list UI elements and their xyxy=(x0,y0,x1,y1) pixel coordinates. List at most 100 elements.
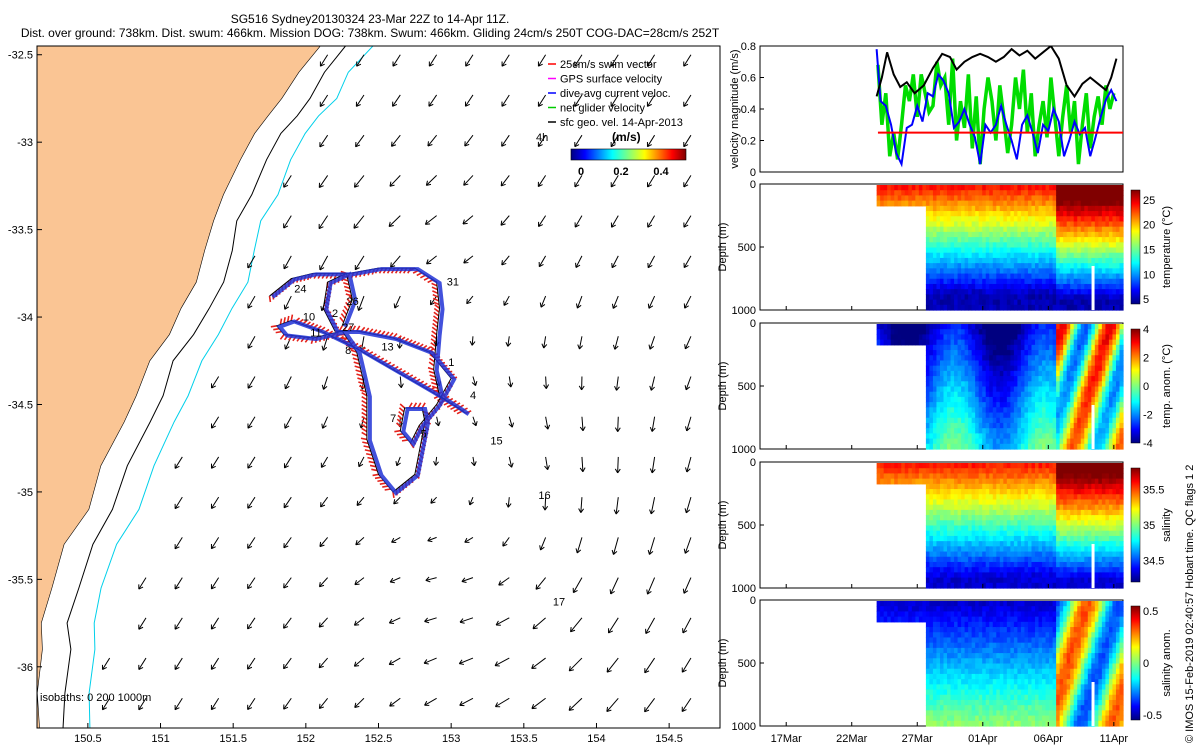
current-vector xyxy=(424,617,437,622)
section-cell xyxy=(1115,344,1121,351)
section-cell xyxy=(999,535,1004,542)
section-cell xyxy=(1094,278,1099,285)
map-ytick-label: -33 xyxy=(17,137,33,149)
section-cell xyxy=(904,478,909,485)
section-cell xyxy=(1010,473,1015,480)
section-cell xyxy=(936,263,941,269)
section-cell xyxy=(1063,190,1068,197)
section-cell xyxy=(1112,283,1117,290)
section-cell xyxy=(996,577,1001,584)
section-cell xyxy=(936,606,941,613)
section-cell xyxy=(1006,247,1011,254)
section-cell xyxy=(1003,365,1008,372)
section-cell xyxy=(1003,257,1008,264)
section-cell xyxy=(957,582,962,589)
section-cell xyxy=(901,473,906,480)
section-cell xyxy=(925,205,931,212)
section-cell xyxy=(1070,504,1075,511)
current-vector-head xyxy=(357,305,363,311)
current-vector xyxy=(389,577,401,583)
section-cell xyxy=(992,572,997,579)
section-cell xyxy=(1010,433,1015,440)
section-cell xyxy=(964,231,969,238)
section-cell xyxy=(1020,334,1026,341)
section-colorbar-label: salinity xyxy=(1161,508,1173,542)
current-vector-head xyxy=(354,702,360,708)
section-cell xyxy=(925,360,931,367)
section-cell xyxy=(985,370,990,377)
section-cell xyxy=(947,289,952,295)
section-cell xyxy=(975,463,980,469)
section-cell xyxy=(950,525,955,532)
section-cell xyxy=(1098,546,1103,553)
section-cell xyxy=(1070,468,1075,475)
section-cell xyxy=(1101,360,1107,367)
section-cell xyxy=(950,489,955,495)
section-cell xyxy=(939,632,945,639)
current-vector-head xyxy=(389,577,395,584)
section-cell xyxy=(1017,376,1022,382)
section-cell xyxy=(1003,211,1008,217)
section-cell xyxy=(1077,381,1082,388)
section-cell xyxy=(999,417,1004,424)
section-cell xyxy=(1119,268,1124,275)
section-cell xyxy=(968,567,973,573)
section-cell xyxy=(1108,422,1114,429)
section-cell xyxy=(1066,324,1071,330)
section-cell xyxy=(964,572,969,579)
section-cell xyxy=(1091,530,1096,537)
section-cell xyxy=(925,616,931,623)
section-cell xyxy=(1063,422,1068,429)
section-cell xyxy=(1084,391,1089,398)
current-vector xyxy=(472,416,477,426)
section-cell xyxy=(975,283,980,290)
current-vector-head xyxy=(538,221,543,228)
section-cell xyxy=(1119,273,1124,280)
section-cell xyxy=(1059,257,1064,264)
section-cell xyxy=(1020,509,1026,516)
section-cell xyxy=(932,231,938,238)
current-vector-head xyxy=(462,219,468,225)
section-cell xyxy=(887,339,892,346)
section-cell xyxy=(929,299,934,306)
section-cell xyxy=(883,195,888,202)
section-cell xyxy=(1052,360,1057,367)
section-cell xyxy=(982,304,987,311)
current-vector-head xyxy=(393,499,399,505)
section-cell xyxy=(929,684,934,691)
section-cell xyxy=(936,616,941,623)
section-cell xyxy=(1070,344,1075,351)
section-cell xyxy=(954,438,959,445)
section-cell xyxy=(1020,257,1026,264)
current-vector-head xyxy=(283,704,289,710)
section-cell xyxy=(1105,278,1110,285)
current-vector xyxy=(247,537,256,549)
section-cell xyxy=(1045,412,1050,419)
section-cell xyxy=(1035,520,1040,527)
section-cell xyxy=(1024,572,1029,579)
section-cell xyxy=(978,365,983,372)
section-cell xyxy=(1049,355,1054,362)
section-cell xyxy=(1017,443,1022,450)
current-vector-head xyxy=(501,101,507,107)
section-cell xyxy=(1098,494,1103,501)
section-cell xyxy=(996,273,1001,280)
section-cell xyxy=(939,515,945,521)
section-cell xyxy=(1098,422,1103,429)
section-cell xyxy=(1094,381,1099,388)
section-cell xyxy=(1031,283,1036,290)
section-cell xyxy=(1024,226,1029,233)
section-cell xyxy=(1073,324,1078,330)
section-cell xyxy=(932,710,938,717)
section-cell xyxy=(1020,211,1026,217)
section-cell xyxy=(929,606,934,613)
section-cell xyxy=(992,463,997,469)
section-cell xyxy=(961,329,966,336)
section-cell xyxy=(1063,231,1068,238)
current-vector xyxy=(321,456,329,468)
current-vector xyxy=(138,617,147,630)
section-cell xyxy=(1049,334,1054,341)
section-cell xyxy=(1070,391,1075,398)
section-cell xyxy=(1094,582,1099,589)
section-cell xyxy=(999,278,1004,285)
